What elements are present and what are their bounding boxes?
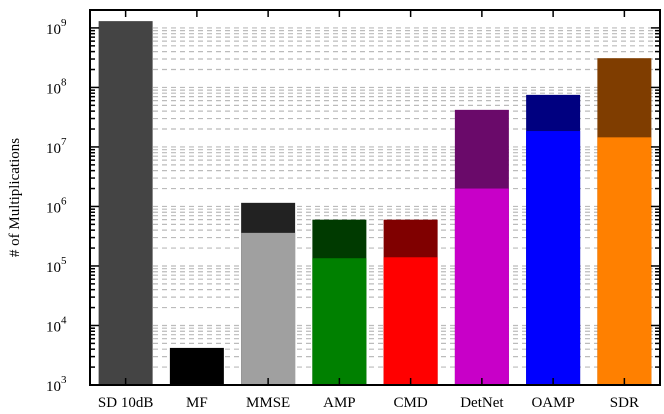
x-tick-label: AMP (323, 395, 356, 411)
y-tick-label: 105 (46, 255, 67, 276)
y-axis-title: # of Multiplications (7, 138, 23, 257)
bar-lower-mmse (241, 232, 296, 385)
bar-lower-detnet (454, 188, 509, 385)
y-tick-label: 104 (46, 314, 67, 335)
x-tick-labels: SD 10dB MF MMSE AMP CMD DetNet OAMP SDR (98, 395, 639, 411)
grid-lines (90, 9, 660, 386)
bar-lower-cmd (383, 257, 438, 385)
x-tick-label: MF (186, 395, 208, 411)
bar-lower-amp (312, 258, 367, 385)
x-tick-label: CMD (394, 395, 428, 411)
x-tick-label: DetNet (460, 395, 504, 411)
y-tick-label: 109 (46, 17, 67, 38)
x-tick-label: OAMP (531, 395, 574, 411)
plot-frame (89, 9, 661, 386)
bars (98, 21, 652, 386)
bar-lower-oamp (526, 131, 581, 385)
y-tick-label: 106 (46, 195, 67, 216)
x-tick-label: MMSE (246, 395, 290, 411)
x-tick-label: SD 10dB (98, 395, 153, 411)
y-tick-label: 103 (46, 374, 67, 395)
y-tick-labels: 103 104 105 106 107 108 109 (46, 17, 67, 395)
y-tick-label: 108 (46, 76, 67, 97)
y-tick-label: 107 (46, 136, 67, 157)
bar-total-sd-10db (98, 21, 153, 386)
bar-lower-sdr (597, 137, 652, 385)
x-tick-label: SDR (610, 395, 639, 411)
